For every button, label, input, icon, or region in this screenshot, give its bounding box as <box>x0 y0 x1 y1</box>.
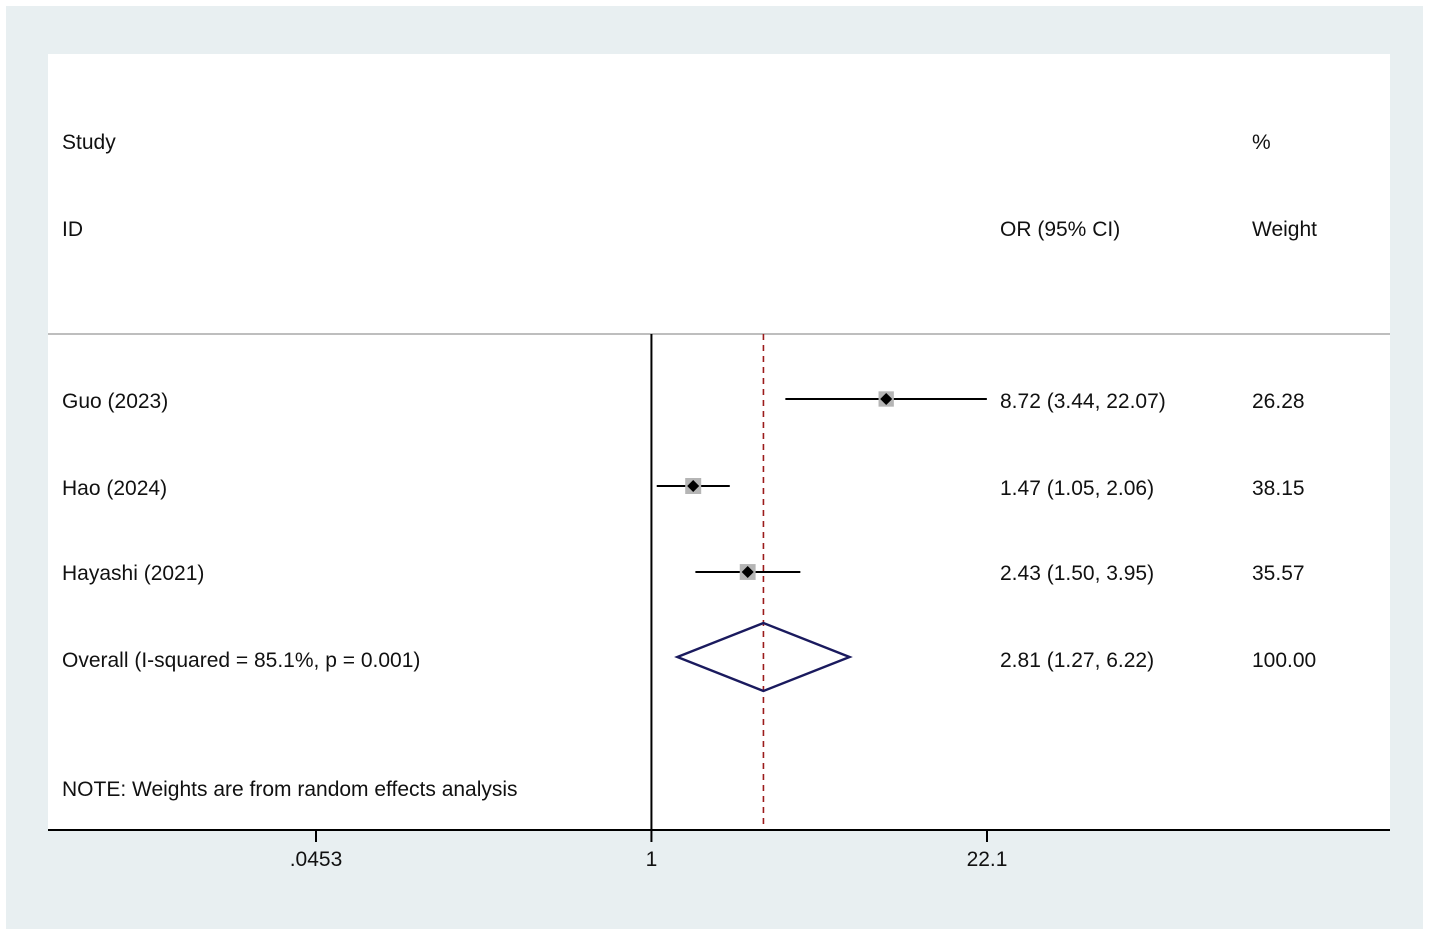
header-effect: OR (95% CI) <box>1000 218 1120 241</box>
overall-row: Overall (I-squared = 85.1%, p = 0.001) 2… <box>62 621 1316 693</box>
overall-label: Overall (I-squared = 85.1%, p = 0.001) <box>62 649 420 672</box>
study-label: Hao (2024) <box>62 477 167 500</box>
plot-panel <box>48 54 1390 830</box>
x-tick-label: 1 <box>646 848 658 871</box>
header-percent: % <box>1252 131 1271 154</box>
study-row: Hao (2024) 1.47 (1.05, 2.06) 38.15 <box>62 477 1305 500</box>
study-row: Guo (2023) 8.72 (3.44, 22.07) 26.28 <box>62 390 1305 413</box>
point-estimate-marker <box>741 566 754 578</box>
ci-text: 1.47 (1.05, 2.06) <box>1000 477 1154 500</box>
weight-text: 26.28 <box>1252 390 1305 413</box>
x-axis-ticks: .0453 1 22.1 <box>290 830 1008 871</box>
x-tick-label: .0453 <box>290 848 343 871</box>
overall-ci-text: 2.81 (1.27, 6.22) <box>1000 649 1154 672</box>
weight-text: 38.15 <box>1252 477 1305 500</box>
footnote: NOTE: Weights are from random effects an… <box>62 778 518 801</box>
x-tick-label: 22.1 <box>967 848 1008 871</box>
ci-text: 8.72 (3.44, 22.07) <box>1000 390 1166 413</box>
header-study: Study <box>62 131 116 154</box>
study-label: Hayashi (2021) <box>62 562 204 585</box>
ci-text: 2.43 (1.50, 3.95) <box>1000 562 1154 585</box>
study-label: Guo (2023) <box>62 390 168 413</box>
header-weight: Weight <box>1252 218 1317 241</box>
weight-text: 35.57 <box>1252 562 1305 585</box>
overall-diamond <box>674 621 853 693</box>
study-row: Hayashi (2021) 2.43 (1.50, 3.95) 35.57 <box>62 562 1305 585</box>
point-estimate-marker <box>880 393 893 405</box>
header-id: ID <box>62 218 83 241</box>
overall-weight-text: 100.00 <box>1252 649 1316 672</box>
point-estimate-marker <box>687 480 700 492</box>
